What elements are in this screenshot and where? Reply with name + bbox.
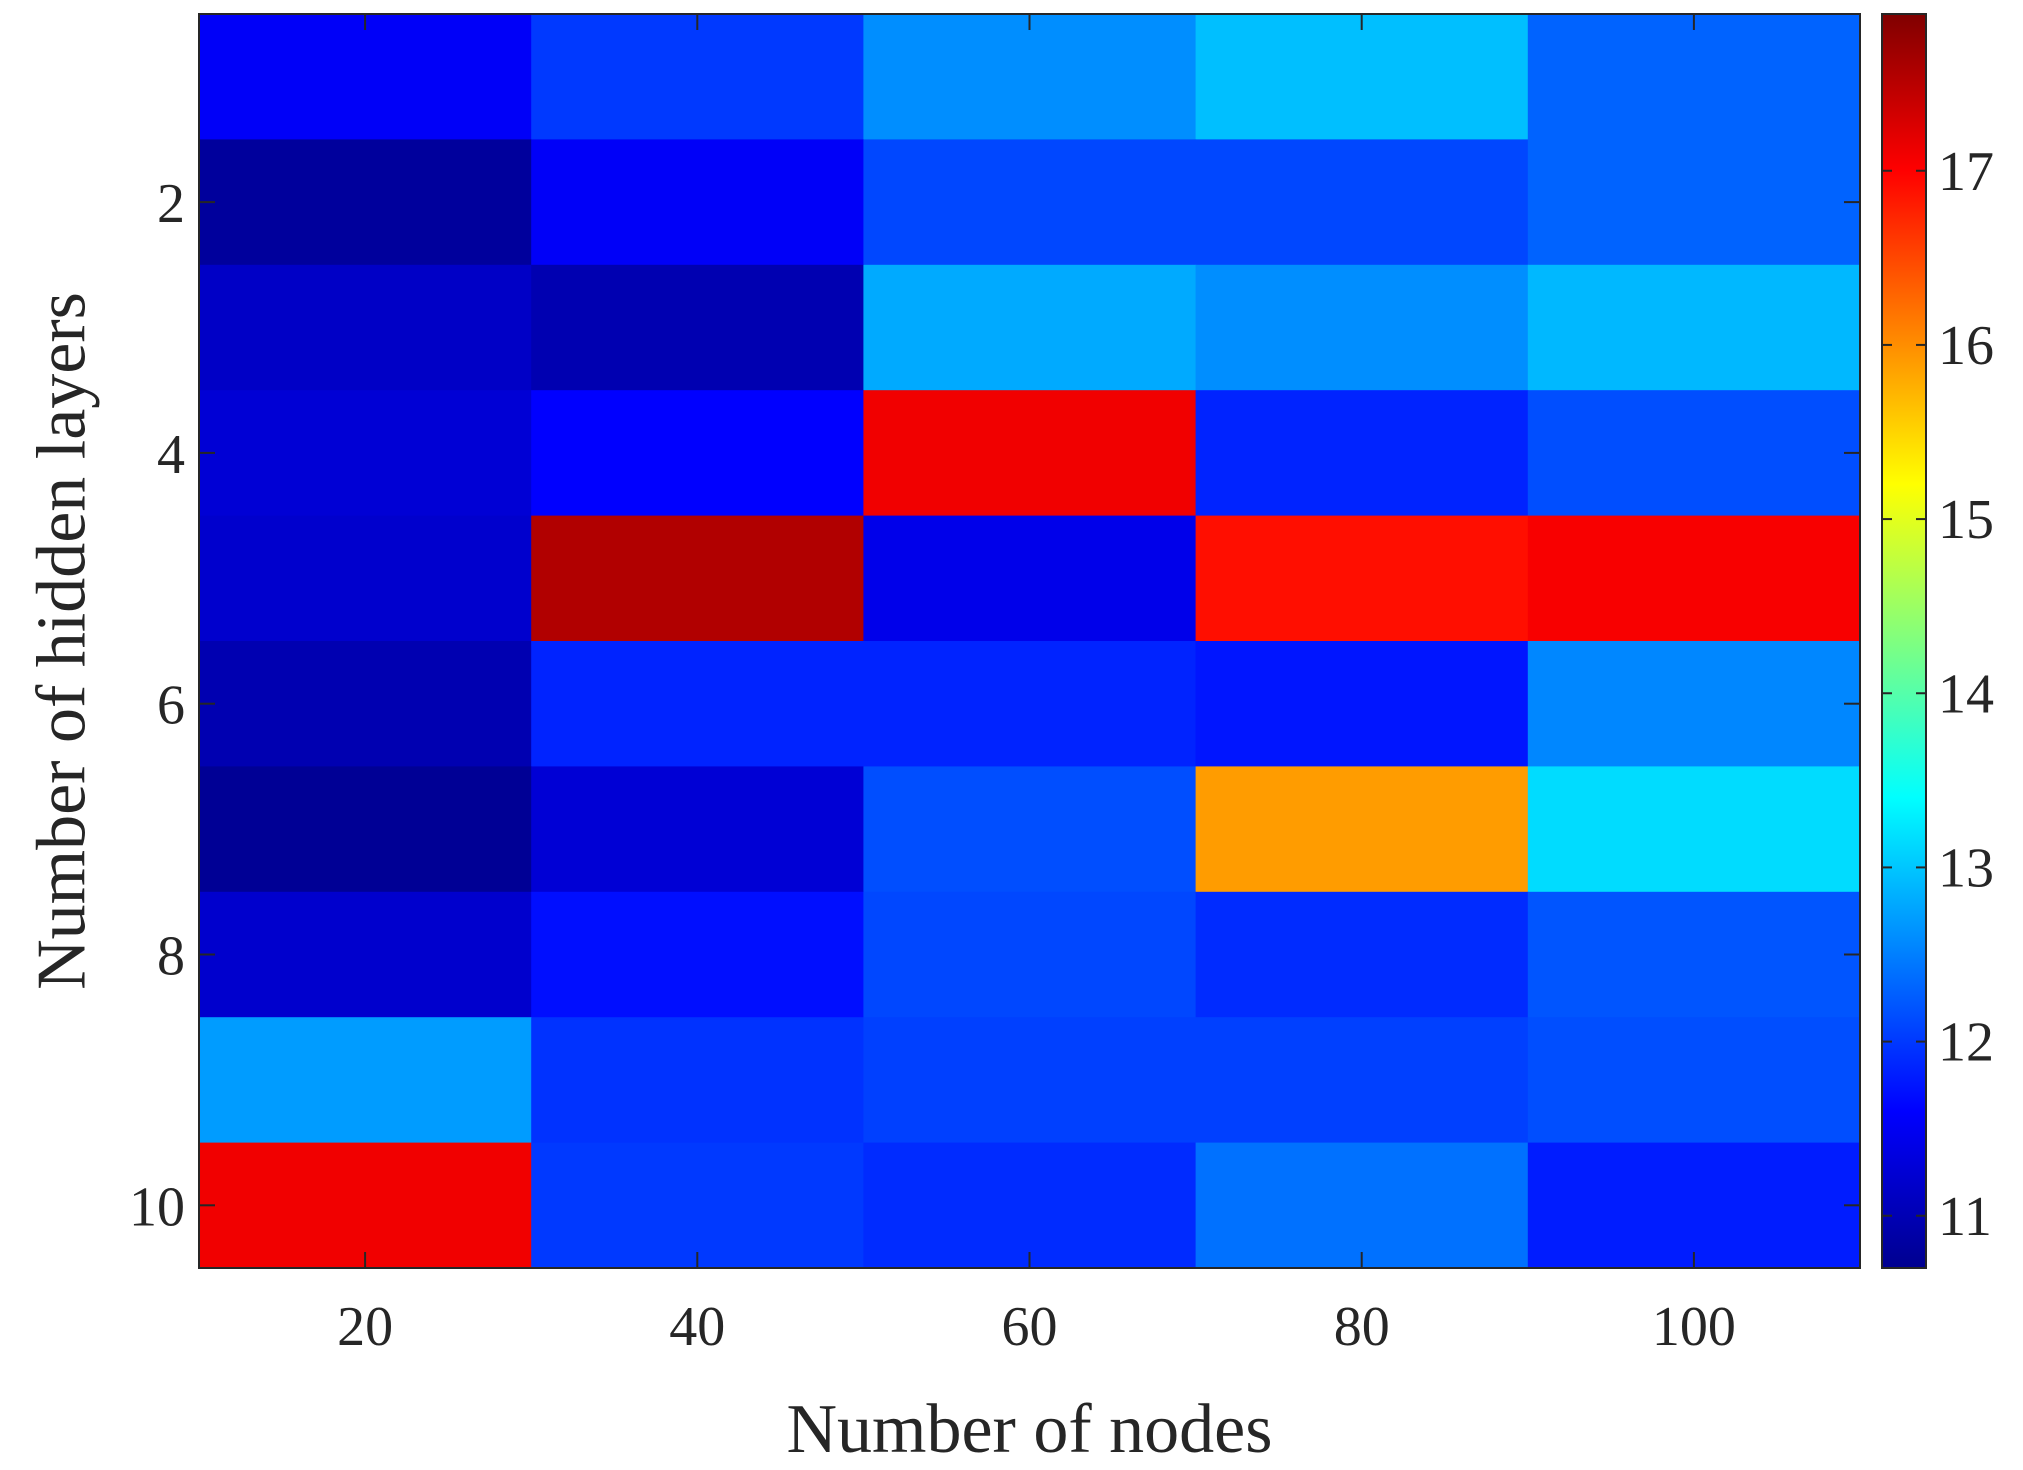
heatmap-cell-r10-c40 [531, 1142, 864, 1269]
heatmap-cell-r4-c60 [863, 390, 1197, 517]
heatmap-cell-r10-c20 [199, 1142, 532, 1269]
heatmap-cell-r7-c80 [1195, 766, 1529, 893]
y-tick-label: 2 [157, 173, 185, 235]
heatmap-cell-r3-c100 [1527, 264, 1861, 391]
heatmap-cell-r7-c100 [1527, 766, 1861, 893]
y-axis-title: Number of hidden layers [24, 292, 101, 990]
heatmap-cell-r9-c20 [199, 1017, 532, 1144]
colorbar-tick-label: 13 [1938, 837, 1994, 899]
heatmap-cell-r9-c60 [863, 1017, 1197, 1144]
heatmap-cell-r7-c20 [199, 766, 532, 893]
heatmap-cell-r2-c40 [531, 139, 864, 266]
heatmap-cell-r6-c100 [1527, 641, 1861, 767]
x-tick-label: 20 [337, 1296, 393, 1358]
heatmap-cell-r3-c60 [863, 264, 1197, 391]
heatmap-cell-r10-c60 [863, 1142, 1197, 1269]
heatmap-cell-r3-c80 [1195, 264, 1529, 391]
colorbar-tick-label: 12 [1938, 1012, 1994, 1074]
heatmap-cell-r6-c20 [199, 641, 532, 767]
heatmap-cell-r2-c60 [863, 139, 1197, 266]
heatmap-cell-r6-c40 [531, 641, 864, 767]
heatmap-cell-r10-c100 [1527, 1142, 1861, 1269]
y-tick-label: 6 [157, 675, 185, 737]
heatmap-cell-r5-c40 [531, 515, 864, 642]
heatmap-cell-r9-c40 [531, 1017, 864, 1144]
heatmap-cells [199, 14, 1861, 1269]
heatmap-cell-r8-c80 [1195, 891, 1529, 1018]
heatmap-cell-r2-c20 [199, 139, 532, 266]
heatmap-cell-r5-c80 [1195, 515, 1529, 642]
heatmap-cell-r2-c80 [1195, 139, 1529, 266]
colorbar-tick-label: 11 [1938, 1186, 1992, 1248]
heatmap-cell-r6-c80 [1195, 641, 1529, 767]
heatmap-cell-r3-c20 [199, 264, 532, 391]
heatmap-cell-r5-c100 [1527, 515, 1861, 642]
heatmap-cell-r1-c40 [531, 14, 864, 140]
x-tick-label: 100 [1652, 1296, 1736, 1358]
x-axis-title: Number of nodes [786, 1391, 1272, 1468]
heatmap-cell-r5-c60 [863, 515, 1197, 642]
y-tick-label: 8 [157, 926, 185, 988]
colorbar-tick-label: 16 [1938, 315, 1994, 377]
y-tick-label: 4 [157, 424, 185, 486]
x-tick-label: 40 [669, 1296, 725, 1358]
heatmap-cell-r2-c100 [1527, 139, 1861, 266]
heatmap-cell-r1-c100 [1527, 14, 1861, 140]
heatmap-cell-r10-c80 [1195, 1142, 1529, 1269]
colorbar-frame [1881, 13, 1927, 1269]
heatmap-cell-r6-c60 [863, 641, 1197, 767]
heatmap-cell-r3-c40 [531, 264, 864, 391]
heatmap-cell-r4-c40 [531, 390, 864, 517]
heatmap-cell-r8-c100 [1527, 891, 1861, 1018]
x-axis-ticks: 20 40 60 80 100 [337, 14, 1736, 1358]
heatmap-cell-r7-c60 [863, 766, 1197, 893]
heatmap-cell-r9-c80 [1195, 1017, 1529, 1144]
colorbar-tick-label: 14 [1938, 663, 1994, 725]
heatmap-cell-r1-c20 [199, 14, 532, 140]
y-tick-label: 10 [129, 1176, 185, 1238]
heatmap-cell-r8-c40 [531, 891, 864, 1018]
heatmap-cell-r9-c100 [1527, 1017, 1861, 1144]
heatmap-cell-r8-c60 [863, 891, 1197, 1018]
colorbar-ticks: 11 12 13 14 15 16 17 [1882, 141, 1994, 1248]
heatmap-cell-r7-c40 [531, 766, 864, 893]
colorbar-gradient [1882, 14, 1926, 1268]
heatmap-cell-r4-c80 [1195, 390, 1529, 517]
heatmap-cell-r4-c100 [1527, 390, 1861, 517]
x-tick-label: 60 [1002, 1296, 1058, 1358]
heatmap-cell-r1-c80 [1195, 14, 1529, 140]
colorbar-tick-label: 15 [1938, 489, 1994, 551]
y-axis-ticks: 2 4 6 8 10 [129, 173, 1860, 1238]
heatmap-cell-r1-c60 [863, 14, 1197, 140]
colorbar-tick-label: 17 [1938, 141, 1994, 203]
colorbar: 11 12 13 14 15 16 17 [1881, 13, 1994, 1269]
heatmap-cell-r4-c20 [199, 390, 532, 517]
x-tick-label: 80 [1334, 1296, 1390, 1358]
heatmap-cell-r5-c20 [199, 515, 532, 642]
heatmap-cell-r8-c20 [199, 891, 532, 1018]
